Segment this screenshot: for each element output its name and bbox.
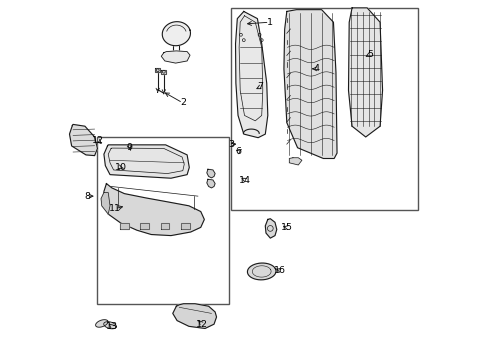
Polygon shape — [120, 223, 128, 229]
Text: 1: 1 — [266, 18, 272, 27]
Text: 3: 3 — [228, 140, 234, 149]
Text: 7: 7 — [257, 82, 263, 91]
Polygon shape — [161, 51, 190, 63]
Polygon shape — [161, 69, 166, 74]
Polygon shape — [348, 8, 382, 137]
Polygon shape — [104, 145, 189, 178]
Polygon shape — [206, 179, 215, 188]
Polygon shape — [155, 68, 160, 72]
Polygon shape — [181, 223, 189, 229]
Polygon shape — [206, 169, 215, 178]
Bar — [97, 137, 228, 304]
Text: 14: 14 — [239, 176, 251, 185]
Polygon shape — [104, 184, 204, 235]
Text: 13: 13 — [105, 322, 118, 331]
Text: 12: 12 — [92, 136, 104, 145]
Polygon shape — [101, 193, 110, 214]
Polygon shape — [247, 263, 275, 280]
Text: 9: 9 — [126, 143, 132, 152]
Text: 15: 15 — [280, 223, 292, 232]
Text: 11: 11 — [108, 204, 121, 213]
Polygon shape — [96, 320, 108, 327]
Polygon shape — [289, 158, 301, 165]
Polygon shape — [161, 223, 169, 229]
Text: 6: 6 — [235, 147, 241, 156]
Polygon shape — [284, 10, 336, 158]
Polygon shape — [162, 22, 190, 46]
Text: 4: 4 — [313, 64, 319, 73]
Polygon shape — [140, 223, 149, 229]
Text: 5: 5 — [366, 50, 372, 59]
Polygon shape — [103, 322, 116, 329]
Polygon shape — [235, 12, 267, 138]
Text: 16: 16 — [274, 266, 286, 275]
Polygon shape — [265, 219, 276, 238]
Text: 8: 8 — [84, 192, 90, 201]
Polygon shape — [69, 125, 97, 156]
Text: 12: 12 — [196, 320, 208, 329]
Text: 2: 2 — [180, 98, 185, 107]
Polygon shape — [172, 304, 216, 328]
Bar — [230, 8, 417, 211]
Text: 10: 10 — [115, 163, 126, 172]
